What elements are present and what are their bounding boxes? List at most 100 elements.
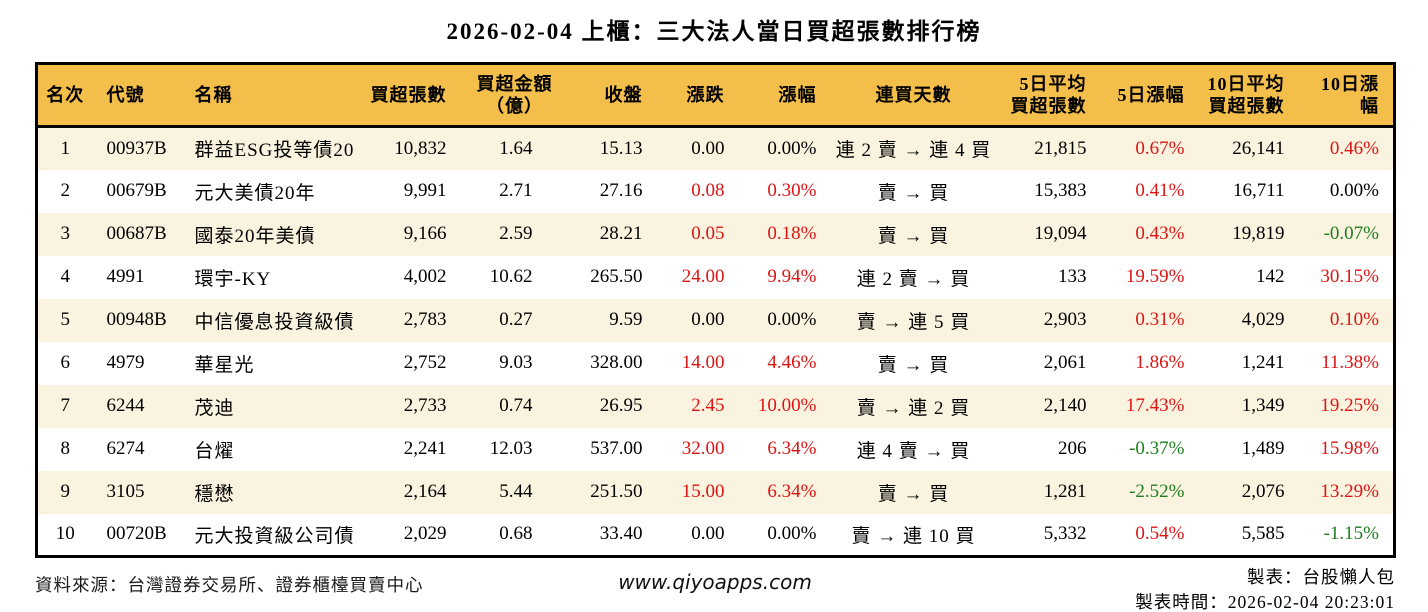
col-header-change: 漲跌	[656, 63, 739, 128]
change-cell: 14.00	[681, 352, 725, 373]
pct5-cell: -0.37%	[1129, 438, 1185, 459]
avg5-cell: 2,140	[1043, 395, 1087, 416]
streak-cell: 連 4 賣 → 買	[856, 440, 971, 462]
code-cell: 00679B	[106, 180, 167, 201]
table-row: 6 4979 華星光 2,752 9.03 328.00 14.00 4.46%…	[36, 341, 1395, 385]
close-cell: 537.00	[590, 438, 643, 459]
net-buy-cell: 2,733	[403, 395, 447, 416]
code-cell: 4991	[106, 266, 145, 287]
amount-cell: 0.68	[499, 523, 533, 545]
pct5-cell: 0.31%	[1135, 309, 1185, 330]
col-header-code: 代號	[92, 63, 179, 128]
change-cell: 15.00	[681, 481, 725, 502]
table-row: 8 6274 台燿 2,241 12.03 537.00 32.00 6.34%…	[36, 427, 1395, 471]
streak-cell: 連 2 賣 → 買	[856, 268, 971, 290]
col-header-name: 名稱	[178, 63, 357, 128]
table-row: 9 3105 穩懋 2,164 5.44 251.50 15.00 6.34% …	[36, 470, 1395, 514]
streak-cell: 賣 → 買	[877, 354, 950, 376]
pct10-cell: 19.25%	[1320, 395, 1379, 416]
code-cell: 00720B	[106, 523, 167, 545]
pct10-cell: 0.00%	[1329, 180, 1379, 201]
table-row: 1 00937B 群益ESG投等債20 10,832 1.64 15.13 0.…	[36, 126, 1395, 170]
change-pct-cell: 4.46%	[767, 352, 817, 373]
close-cell: 9.59	[609, 309, 643, 330]
avg10-cell: 1,349	[1241, 395, 1285, 416]
change-cell: 0.00	[691, 137, 725, 159]
net-buy-cell: 4,002	[403, 266, 447, 287]
amount-cell: 1.64	[499, 137, 533, 159]
pct5-cell: 0.43%	[1135, 223, 1185, 244]
avg5-cell: 1,281	[1043, 481, 1087, 502]
col-header-streak: 連買天數	[828, 63, 999, 128]
pct5-cell: 17.43%	[1125, 395, 1185, 416]
net-buy-cell: 2,752	[403, 352, 447, 373]
table-body: 1 00937B 群益ESG投等債20 10,832 1.64 15.13 0.…	[36, 126, 1395, 557]
streak-cell: 賣 → 買	[877, 483, 950, 505]
change-cell: 2.45	[691, 395, 725, 416]
name-cell: 群益ESG投等債20	[194, 140, 355, 162]
col-header-avg10: 10日平均 買超張數	[1198, 63, 1301, 128]
close-cell: 328.00	[590, 352, 643, 373]
streak-cell: 賣 → 連 2 買	[856, 397, 971, 419]
change-cell: 32.00	[681, 438, 725, 459]
col-header-rank: 名次	[36, 63, 93, 128]
avg5-cell: 5,332	[1043, 523, 1087, 545]
col-header-change-pct: 漲幅	[738, 63, 829, 128]
avg10-cell: 142	[1256, 266, 1285, 287]
change-pct-cell: 0.00%	[767, 137, 817, 159]
change-cell: 24.00	[681, 266, 725, 287]
table-row: 10 00720B 元大投資級公司債 2,029 0.68 33.40 0.00…	[36, 513, 1395, 557]
avg10-cell: 26,141	[1232, 137, 1285, 159]
streak-cell: 賣 → 連 5 買	[856, 311, 971, 333]
amount-cell: 2.71	[499, 180, 533, 201]
change-pct-cell: 0.30%	[767, 180, 817, 201]
pct10-cell: 30.15%	[1320, 266, 1379, 287]
rank-cell: 6	[60, 352, 71, 373]
name-cell: 穩懋	[194, 483, 235, 505]
avg5-cell: 2,061	[1043, 352, 1087, 373]
table-header: 名次 代號 名稱 買超張數 買超金額 （億） 收盤 漲跌 漲幅 連買天數 5日平…	[36, 63, 1395, 128]
avg5-cell: 19,094	[1034, 223, 1087, 244]
net-buy-cell: 9,991	[403, 180, 447, 201]
col-header-pct10: 10日漲幅	[1300, 63, 1395, 128]
table-row: 5 00948B 中信優息投資級債 2,783 0.27 9.59 0.00 0…	[36, 298, 1395, 342]
pct5-cell: 1.86%	[1135, 352, 1185, 373]
pct5-cell: 0.67%	[1135, 137, 1185, 159]
rank-cell: 7	[60, 395, 71, 416]
table-row: 2 00679B 元大美債20年 9,991 2.71 27.16 0.08 0…	[36, 169, 1395, 213]
change-pct-cell: 6.34%	[767, 438, 817, 459]
code-cell: 00687B	[106, 223, 167, 244]
ranking-table: 名次 代號 名稱 買超張數 買超金額 （億） 收盤 漲跌 漲幅 連買天數 5日平…	[35, 62, 1396, 558]
name-cell: 環宇-KY	[194, 268, 272, 290]
change-pct-cell: 0.00%	[767, 523, 817, 545]
col-header-close: 收盤	[566, 63, 657, 128]
code-cell: 00948B	[106, 309, 167, 330]
avg5-cell: 21,815	[1034, 137, 1087, 159]
code-cell: 3105	[106, 481, 145, 502]
avg5-cell: 133	[1058, 266, 1087, 287]
pct5-cell: -2.52%	[1129, 481, 1185, 502]
change-cell: 0.00	[691, 309, 725, 330]
table-row: 3 00687B 國泰20年美債 9,166 2.59 28.21 0.05 0…	[36, 212, 1395, 256]
code-cell: 00937B	[106, 137, 167, 159]
name-cell: 台燿	[194, 440, 235, 462]
pct10-cell: 0.10%	[1329, 309, 1379, 330]
change-cell: 0.08	[691, 180, 725, 201]
avg10-cell: 1,489	[1241, 438, 1285, 459]
streak-cell: 賣 → 買	[877, 182, 950, 204]
rank-cell: 9	[60, 481, 71, 502]
name-cell: 元大美債20年	[194, 182, 316, 204]
name-cell: 中信優息投資級債	[194, 311, 355, 333]
avg5-cell: 206	[1058, 438, 1087, 459]
close-cell: 251.50	[590, 481, 643, 502]
pct10-cell: -0.07%	[1323, 223, 1379, 244]
header-row: 名次 代號 名稱 買超張數 買超金額 （億） 收盤 漲跌 漲幅 連買天數 5日平…	[36, 63, 1395, 128]
code-cell: 6244	[106, 395, 145, 416]
name-cell: 茂迪	[194, 397, 235, 419]
report-footer: 資料來源：台灣證券交易所、證券櫃檯買賣中心 www.qiyoapps.com 製…	[35, 565, 1395, 612]
pct5-cell: 0.41%	[1135, 180, 1185, 201]
change-pct-cell: 0.18%	[767, 223, 817, 244]
amount-cell: 0.74	[499, 395, 533, 416]
pct10-cell: 15.98%	[1320, 438, 1379, 459]
amount-cell: 12.03	[489, 438, 533, 459]
